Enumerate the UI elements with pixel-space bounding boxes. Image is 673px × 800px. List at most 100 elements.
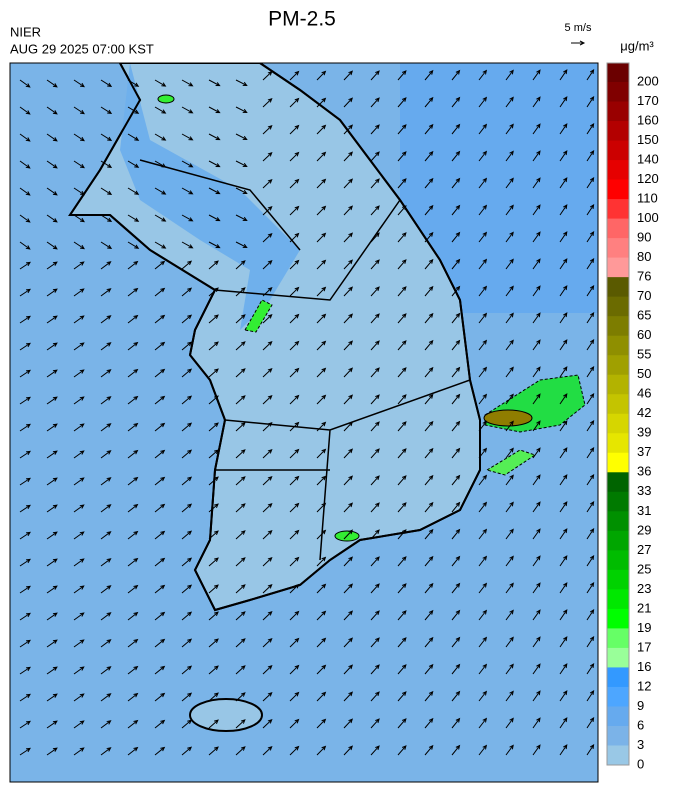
wind-arrow xyxy=(478,447,488,459)
wind-arrow xyxy=(19,531,31,540)
wind-arrow xyxy=(343,70,354,81)
wind-arrow xyxy=(370,367,380,378)
wind-arrow xyxy=(478,474,488,486)
wind-arrow xyxy=(505,663,514,675)
wind-arrow xyxy=(100,477,112,486)
wind-arrow xyxy=(73,639,85,648)
wind-arrow xyxy=(478,636,488,648)
wind-arrow xyxy=(343,529,354,540)
wind-arrow xyxy=(100,261,112,270)
wind-arrow xyxy=(73,666,85,675)
wind-arrow xyxy=(424,393,434,405)
wind-arrow xyxy=(73,241,85,250)
wind-arrow xyxy=(262,529,273,540)
wind-arrow xyxy=(289,637,300,648)
wind-arrow xyxy=(424,339,434,351)
wind-arrow xyxy=(289,97,300,108)
wind-arrow xyxy=(424,690,434,702)
wind-arrow xyxy=(451,366,461,378)
wind-arrow xyxy=(532,609,541,621)
wind-arrow xyxy=(181,503,193,513)
wind-arrow xyxy=(208,287,219,297)
wind-arrow xyxy=(559,717,568,729)
wind-arrow xyxy=(19,477,31,486)
colorbar-label: 200 xyxy=(637,73,659,88)
wind-arrow xyxy=(478,609,488,621)
wind-arrow xyxy=(181,530,193,540)
colorbar-label: 80 xyxy=(637,249,651,264)
colorbar-label: 12 xyxy=(637,678,651,693)
wind-arrow xyxy=(451,744,461,756)
wind-arrow xyxy=(46,160,58,169)
wind-arrow xyxy=(46,342,58,351)
wind-arrow xyxy=(127,79,140,87)
wind-arrow xyxy=(100,720,112,729)
wind-arrow xyxy=(370,502,380,513)
wind-arrow xyxy=(262,421,273,432)
wind-arrow xyxy=(316,637,327,648)
wind-arrow xyxy=(73,288,85,297)
wind-arrow xyxy=(316,151,327,162)
color-block xyxy=(607,452,629,473)
wind-arrow xyxy=(343,259,354,270)
wind-arrow xyxy=(73,187,85,196)
wind-arrow xyxy=(46,396,58,405)
wind-arrow xyxy=(586,474,595,486)
wind-arrow xyxy=(235,719,246,729)
wind-arrow xyxy=(262,691,273,702)
wind-arrow xyxy=(208,638,219,648)
color-block xyxy=(607,82,629,103)
wind-arrow xyxy=(19,720,31,729)
wind-arrow xyxy=(181,611,193,621)
wind-arrow xyxy=(208,214,221,222)
wind-arrow xyxy=(262,232,273,243)
wind-arrow xyxy=(397,745,407,756)
wind-arrow xyxy=(19,450,31,459)
wind-arrow xyxy=(262,583,273,594)
wind-arrow xyxy=(208,530,219,540)
wind-arrow xyxy=(343,340,354,351)
wind-arrow xyxy=(154,530,166,540)
wind-arrow xyxy=(424,663,434,675)
wind-arrow xyxy=(397,367,407,378)
wind-arrow xyxy=(127,214,140,222)
wind-arrow xyxy=(127,692,139,702)
wind-arrow xyxy=(586,555,595,567)
wind-arrow xyxy=(397,718,407,729)
wind-arrow xyxy=(478,150,488,162)
wind-arrow xyxy=(424,204,434,216)
wind-arrow xyxy=(505,717,514,729)
wind-arrow xyxy=(559,231,568,243)
wind-arrow xyxy=(208,557,219,567)
wind-arrow xyxy=(505,609,514,621)
colorbar-label: 160 xyxy=(637,112,659,127)
wind-arrow xyxy=(73,747,85,756)
wind-arrow xyxy=(235,395,246,405)
wind-arrow xyxy=(370,637,380,648)
wind-arrow xyxy=(370,745,380,756)
wind-arrow xyxy=(559,339,568,351)
color-block xyxy=(607,374,629,395)
wind-arrow xyxy=(235,476,246,486)
wind-arrow xyxy=(100,214,113,223)
colorbar-label: 19 xyxy=(637,620,651,635)
wind-arrow xyxy=(127,287,139,297)
wind-arrow xyxy=(73,423,85,432)
wind-arrow xyxy=(532,258,541,270)
wind-arrow xyxy=(262,475,273,486)
wind-arrow xyxy=(208,449,219,459)
color-block xyxy=(607,433,629,454)
wind-arrow xyxy=(559,312,568,324)
wind-arrow xyxy=(154,449,166,459)
wind-arrow xyxy=(154,692,166,702)
wind-arrow xyxy=(505,150,514,162)
wind-arrow xyxy=(532,285,541,297)
wind-arrow xyxy=(100,396,112,405)
wind-arrow xyxy=(262,178,273,189)
wind-arrow xyxy=(235,314,246,324)
wind-arrow xyxy=(397,205,407,216)
colorbar-label: 36 xyxy=(637,464,651,479)
wind-arrow xyxy=(46,187,58,196)
wind-arrow xyxy=(586,501,595,513)
wind-arrow xyxy=(532,204,541,216)
